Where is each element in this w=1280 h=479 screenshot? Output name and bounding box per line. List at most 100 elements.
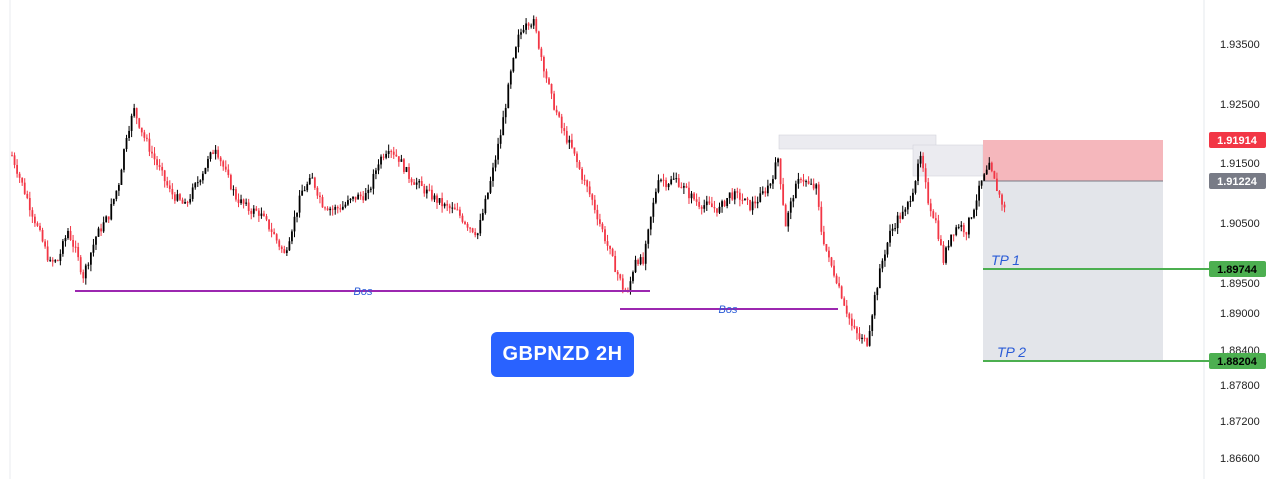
candle-body [680, 186, 683, 188]
target-zone[interactable] [983, 181, 1163, 361]
candle-body [44, 241, 46, 247]
candle-body [782, 184, 785, 205]
candle-body [387, 151, 390, 154]
candle-body [436, 195, 438, 203]
candle-body [484, 198, 487, 214]
candle-body [861, 337, 863, 340]
candle-body [927, 182, 930, 204]
candle-body [583, 179, 586, 181]
candle-body [504, 108, 507, 118]
candle-body [695, 199, 698, 202]
tp1-label: TP 1 [991, 252, 1020, 268]
candle-body [357, 194, 360, 200]
candle-body [224, 166, 227, 170]
candle-body [291, 231, 293, 242]
candle-body [466, 223, 469, 228]
candle-body [690, 193, 693, 199]
candle-body [39, 225, 41, 231]
candle-body [117, 184, 120, 191]
candle-body [652, 202, 655, 217]
candle-body [586, 180, 589, 187]
supply-zone-2[interactable] [912, 144, 984, 177]
candle-body [405, 167, 408, 172]
candle-body [784, 204, 787, 227]
candle-body [21, 177, 24, 183]
candle-body [140, 127, 143, 133]
price-axis[interactable]: 1.93500 1.92500 1.91500 1.90500 1.89500 … [1220, 39, 1260, 465]
candle-body [263, 213, 265, 217]
candle-body [87, 264, 90, 266]
candle-body [311, 177, 314, 179]
candle-body [336, 207, 339, 209]
candle-body [998, 191, 1001, 195]
candle-body [229, 175, 232, 190]
candle-body [400, 159, 403, 162]
candle-body [807, 181, 810, 184]
candle-body [334, 207, 337, 210]
candle-body [929, 203, 932, 212]
candle-body [660, 179, 662, 181]
candle-body [257, 210, 260, 216]
candle-body [84, 265, 87, 279]
candle-body [530, 25, 533, 27]
candle-body [59, 253, 62, 262]
candle-body [339, 208, 342, 210]
candle-body [962, 225, 965, 233]
candle-body [352, 196, 354, 199]
candle-body [881, 260, 884, 269]
candle-body [866, 338, 869, 346]
candle-body [184, 201, 186, 204]
candle-body [863, 337, 866, 339]
candle-body [425, 189, 428, 194]
price-tag-tp2: 1.88204 [1209, 353, 1266, 369]
candle-body [110, 203, 113, 220]
candle-body [973, 209, 975, 218]
candle-body [573, 147, 576, 154]
candle-body [161, 166, 164, 171]
candle-body [766, 185, 769, 194]
candle-body [614, 255, 617, 272]
candle-body [308, 178, 311, 185]
candle-body [138, 118, 141, 128]
candle-body [428, 189, 431, 191]
candle-body [451, 207, 454, 209]
candle-body [125, 137, 128, 150]
candle-body [901, 211, 904, 219]
candle-body [453, 207, 456, 210]
candle-body [204, 167, 207, 174]
candle-body [817, 184, 820, 207]
candle-body [726, 198, 729, 207]
candle-body [611, 248, 614, 256]
candle-body [581, 168, 583, 180]
candle-body [199, 180, 202, 183]
candle-body [227, 169, 230, 176]
stop-zone[interactable] [983, 140, 1163, 181]
candle-body [191, 187, 194, 199]
candle-body [769, 183, 772, 186]
candle-body [201, 173, 204, 181]
candle-body [593, 199, 596, 210]
candle-body [492, 167, 494, 182]
candle-body [212, 152, 214, 154]
candle-body [891, 228, 894, 231]
candle-body [642, 257, 645, 264]
candle-body [347, 200, 349, 205]
candle-body [380, 156, 382, 165]
candle-body [285, 250, 288, 253]
candle-body [476, 233, 479, 236]
candle-body [214, 149, 217, 154]
candle-body [270, 229, 273, 232]
candle-body [469, 227, 471, 229]
candle-body [945, 247, 947, 263]
supply-zone-1[interactable] [778, 134, 937, 150]
candle-body [321, 197, 324, 208]
candle-body [420, 181, 423, 187]
candle-body [843, 298, 846, 306]
candles-group [11, 15, 1006, 348]
candle-body [133, 108, 136, 116]
candle-body [28, 198, 31, 211]
candle-body [716, 208, 718, 213]
candle-body [143, 132, 146, 138]
candle-body [576, 153, 578, 163]
